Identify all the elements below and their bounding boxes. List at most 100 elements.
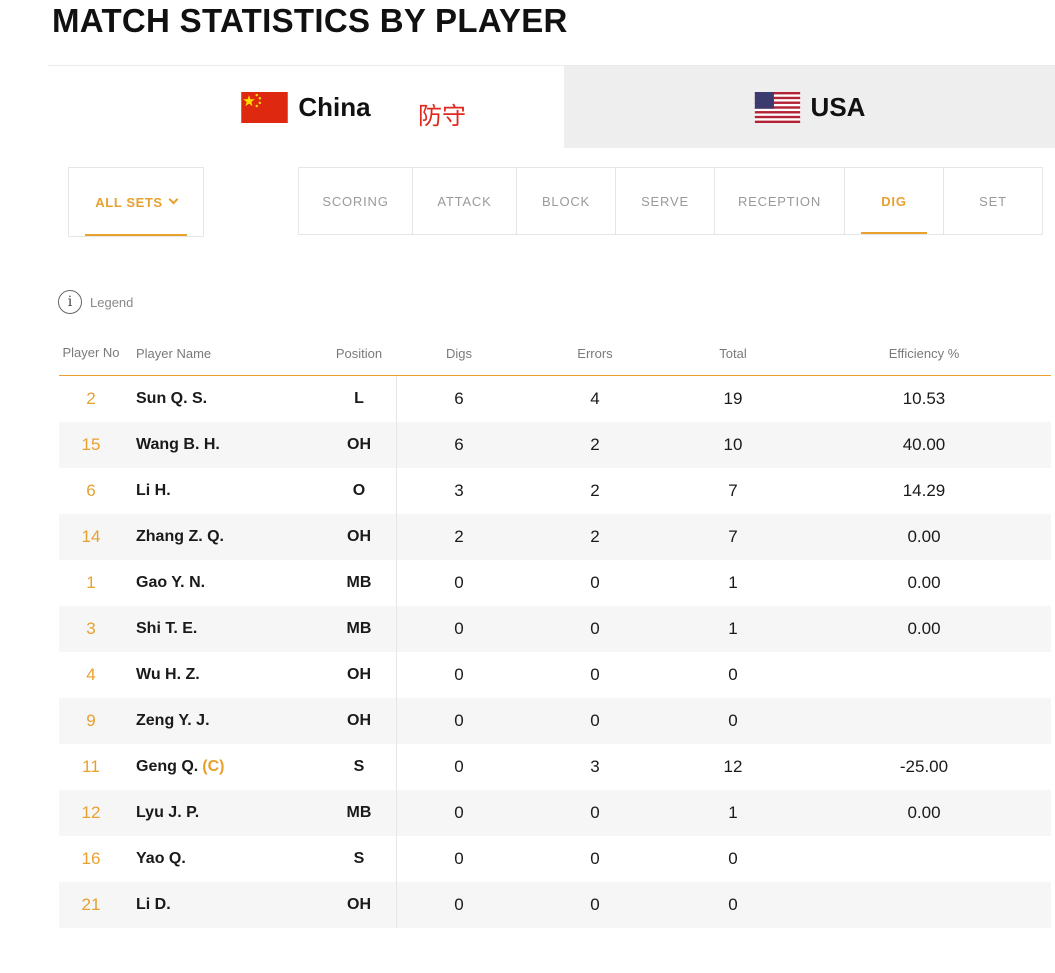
- player-number-text: 12: [81, 803, 101, 822]
- player-position: OH: [319, 698, 399, 744]
- player-name-text: Lyu J. P.: [136, 804, 200, 821]
- digs-value: 0: [419, 790, 499, 836]
- digs-value-text: 0: [454, 573, 464, 592]
- digs-value-text: 0: [454, 757, 464, 776]
- header-efficiency: Efficiency %: [888, 345, 960, 361]
- active-tab-underline: [861, 232, 927, 234]
- digs-value: 3: [419, 468, 499, 514]
- all-sets-dropdown[interactable]: ALL SETS: [68, 167, 204, 237]
- column-divider: [396, 606, 397, 652]
- table-row: 15 Wang B. H. OH 6 2 10 40.00: [59, 422, 1051, 468]
- efficiency-value: [854, 882, 994, 928]
- tab-dig[interactable]: DIG: [845, 168, 944, 234]
- player-number-text: 3: [86, 619, 96, 638]
- tab-label: RECEPTION: [737, 193, 822, 209]
- efficiency-value-text: 0.00: [907, 573, 941, 592]
- player-name: Zeng Y. J.: [136, 698, 376, 744]
- team-tab-china[interactable]: China 防守: [48, 66, 564, 148]
- player-number: 12: [59, 790, 123, 836]
- player-position-text: MB: [346, 620, 372, 637]
- errors-value-text: 0: [590, 711, 600, 730]
- errors-value-text: 2: [590, 481, 600, 500]
- player-position: MB: [319, 560, 399, 606]
- efficiency-value: [854, 698, 994, 744]
- total-value: 19: [693, 376, 773, 422]
- player-number: 3: [59, 606, 123, 652]
- player-position: OH: [319, 514, 399, 560]
- total-value: 7: [693, 468, 773, 514]
- legend-label: Legend: [90, 294, 134, 310]
- table-body: 2 Sun Q. S. L 6 4 19 10.53 15 Wang B. H. OH 6 2 10 40…: [59, 376, 1051, 928]
- player-name: Wu H. Z.: [136, 652, 376, 698]
- captain-badge: (C): [202, 758, 225, 775]
- player-position-text: MB: [346, 574, 372, 591]
- player-position-text: L: [354, 390, 364, 407]
- player-position: OH: [319, 882, 399, 928]
- tab-scoring[interactable]: SCORING: [299, 168, 413, 234]
- errors-value: 0: [555, 698, 635, 744]
- player-name-text: Wang B. H.: [136, 436, 220, 453]
- tab-attack[interactable]: ATTACK: [413, 168, 517, 234]
- tab-label: ATTACK: [437, 193, 492, 209]
- all-sets-label: ALL SETS: [95, 194, 163, 210]
- tab-label: SCORING: [322, 193, 389, 209]
- digs-value-text: 0: [454, 849, 464, 868]
- digs-value-text: 3: [454, 481, 464, 500]
- column-divider: [396, 882, 397, 928]
- player-name-text: Wu H. Z.: [136, 666, 200, 683]
- total-value: 0: [693, 836, 773, 882]
- tab-set[interactable]: SET: [944, 168, 1042, 234]
- player-number-text: 1: [86, 573, 96, 592]
- player-position: O: [319, 468, 399, 514]
- player-position: S: [319, 836, 399, 882]
- stat-category-tabs: SCORING ATTACK BLOCK SERVE RECEPTION DIG…: [298, 167, 1043, 235]
- player-name: Gao Y. N.: [136, 560, 376, 606]
- table-row: 3 Shi T. E. MB 0 0 1 0.00: [59, 606, 1051, 652]
- errors-value-text: 0: [590, 619, 600, 638]
- total-value: 1: [693, 560, 773, 606]
- tab-label: SERVE: [641, 193, 689, 209]
- all-sets-underline: [85, 234, 187, 236]
- player-name: Li D.: [136, 882, 376, 928]
- total-value: 12: [693, 744, 773, 790]
- header-digs: Digs: [445, 345, 472, 361]
- player-number: 2: [59, 376, 123, 422]
- errors-value: 0: [555, 790, 635, 836]
- errors-value: 2: [555, 514, 635, 560]
- table-row: 12 Lyu J. P. MB 0 0 1 0.00: [59, 790, 1051, 836]
- team-tab-usa[interactable]: USA: [564, 66, 1055, 148]
- tab-reception[interactable]: RECEPTION: [715, 168, 845, 234]
- player-position: MB: [319, 606, 399, 652]
- player-position: OH: [319, 422, 399, 468]
- errors-value-text: 0: [590, 573, 600, 592]
- total-value: 0: [693, 698, 773, 744]
- total-value-text: 1: [728, 573, 738, 592]
- player-position-text: OH: [347, 666, 371, 683]
- digs-value: 2: [419, 514, 499, 560]
- errors-value: 0: [555, 836, 635, 882]
- efficiency-value: 10.53: [854, 376, 994, 422]
- player-number-text: 2: [86, 389, 96, 408]
- total-value: 7: [693, 514, 773, 560]
- efficiency-value-text: 14.29: [902, 481, 946, 500]
- table-row: 21 Li D. OH 0 0 0: [59, 882, 1051, 928]
- errors-value: 3: [555, 744, 635, 790]
- info-icon: i: [58, 290, 82, 314]
- column-divider: [396, 468, 397, 514]
- player-name: Geng Q. (C): [136, 744, 376, 790]
- total-value: 10: [693, 422, 773, 468]
- player-name-text: Zeng Y. J.: [136, 712, 210, 729]
- player-position: L: [319, 376, 399, 422]
- digs-value-text: 0: [454, 711, 464, 730]
- total-value-text: 19: [723, 389, 743, 408]
- tab-serve[interactable]: SERVE: [616, 168, 715, 234]
- digs-value: 6: [419, 376, 499, 422]
- legend-toggle[interactable]: i Legend: [58, 290, 133, 314]
- column-divider: [396, 790, 397, 836]
- digs-value-text: 0: [454, 665, 464, 684]
- player-stats-table: Player No Player Name Position Digs Erro…: [59, 330, 1051, 928]
- table-header: Player No Player Name Position Digs Erro…: [59, 330, 1051, 376]
- tab-block[interactable]: BLOCK: [517, 168, 616, 234]
- column-divider: [396, 744, 397, 790]
- total-value-text: 10: [723, 435, 743, 454]
